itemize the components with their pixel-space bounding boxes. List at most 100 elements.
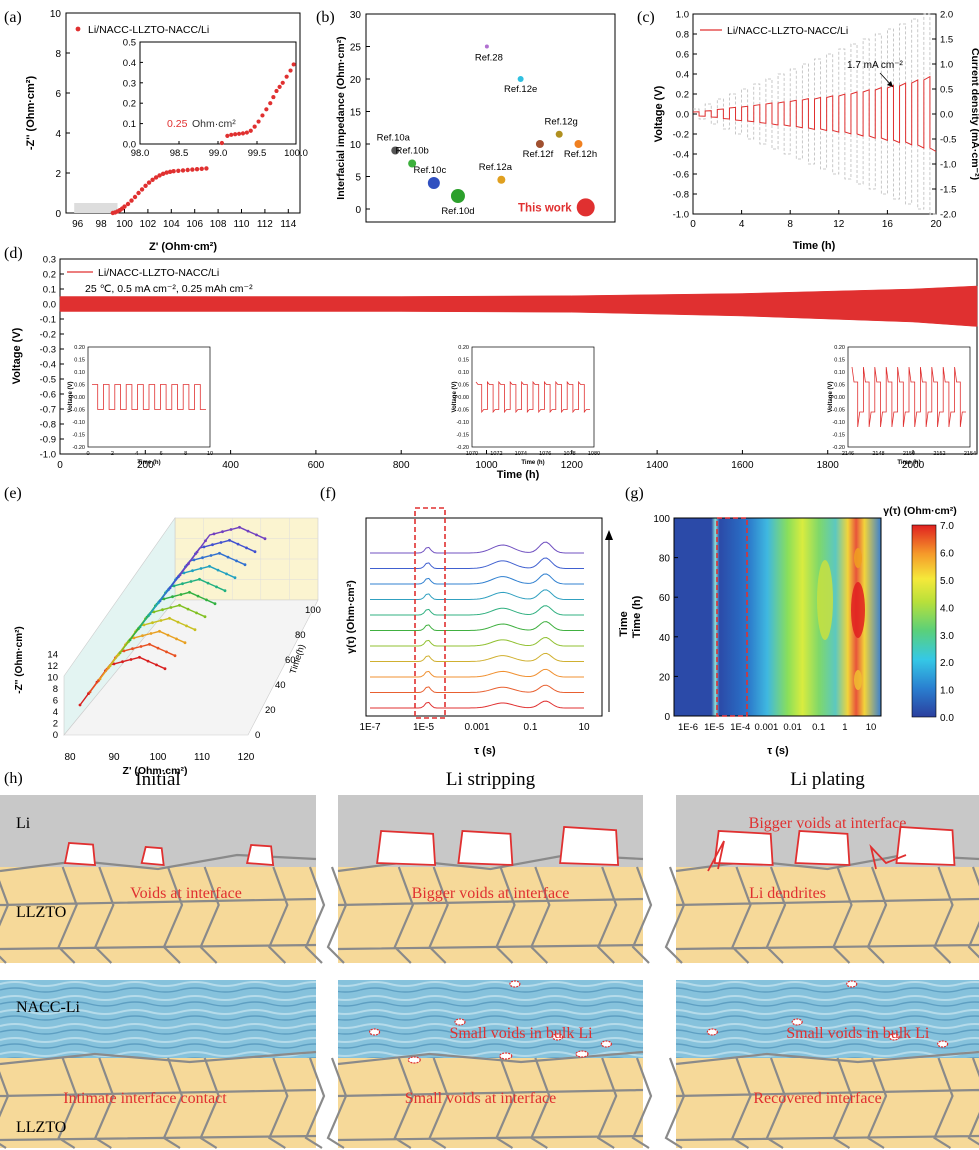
bulk-void bbox=[551, 1033, 564, 1041]
chart-g-ytick: 80 bbox=[659, 554, 671, 565]
chart-d-inset-xtick: 2154 bbox=[964, 451, 976, 457]
chart-a-ytick: 8 bbox=[55, 49, 61, 60]
chart-c-y2tick: 2.0 bbox=[940, 10, 953, 21]
interface-void bbox=[140, 846, 165, 866]
chart-d-ytick: -0.8 bbox=[40, 420, 56, 431]
chart-d-inset-xtick: 1076 bbox=[539, 451, 551, 457]
chart-g-colorbar-tick: 0.0 bbox=[940, 713, 954, 724]
chart-b-point bbox=[535, 140, 544, 148]
chart-a-ytick: 10 bbox=[50, 9, 62, 20]
chart-a-inset-point bbox=[252, 124, 257, 129]
chart-f-series-line bbox=[370, 684, 584, 693]
chart-b-point bbox=[574, 140, 583, 148]
chart-c: 0 4 8 12 16 20 -1.0 -0.8 -0.6 -0.4 -0.2 0.0 0.2 0.4 0.… bbox=[653, 10, 979, 253]
chart-d-inset-ytick: 0.10 bbox=[74, 370, 85, 376]
chart-e-ytick: 10 bbox=[47, 673, 58, 684]
chart-f-series-line bbox=[370, 668, 584, 678]
chart-a-legend: Li/NACC-LLZTO-NACC/Li bbox=[88, 24, 209, 36]
chart-a-point bbox=[185, 167, 190, 173]
chart-b-ytick: 30 bbox=[350, 10, 362, 21]
panel-label-g: (g) bbox=[625, 485, 644, 502]
chart-d-xtick: 1200 bbox=[561, 460, 584, 471]
chart-c-legend: Li/NACC-LLZTO-NACC/Li bbox=[727, 25, 848, 37]
chart-f-xtick: 0.1 bbox=[524, 722, 538, 733]
chart-c-xtick: 0 bbox=[690, 219, 696, 230]
bulk-void bbox=[846, 980, 858, 988]
grain-boundaries bbox=[664, 866, 979, 991]
chart-b-ytick: 5 bbox=[355, 173, 361, 184]
chart-d-inset-xlabel: Time (h) bbox=[521, 460, 544, 466]
chart-a-zoom-region bbox=[74, 203, 118, 213]
chart-c-y2tick: 0.0 bbox=[940, 110, 953, 121]
chart-b-point bbox=[555, 130, 563, 138]
chart-d-xtick: 200 bbox=[137, 460, 154, 471]
chart-g-xtick: 0.01 bbox=[783, 722, 802, 733]
chart-a-xlabel: Z' (Ohm·cm²) bbox=[149, 241, 217, 253]
chart-a-inset-point bbox=[248, 128, 253, 133]
chart-b-point-label: Ref.12h bbox=[564, 149, 597, 160]
chart-c-ytick: 0.2 bbox=[676, 90, 689, 101]
chart-c-xtick: 16 bbox=[882, 219, 894, 230]
chart-g: 1E-6 1E-5 1E-4 0.001 0.01 0.1 1 10020406080100 … bbox=[631, 505, 957, 757]
chart-d-voltage-band bbox=[59, 285, 978, 327]
chart-d-inset-xtick: 2150 bbox=[903, 451, 915, 457]
chart-c-ytick: -0.4 bbox=[673, 150, 689, 161]
chart-b-point bbox=[497, 175, 506, 184]
chart-f-series-line bbox=[370, 621, 584, 631]
chart-d-inset-ytick: 0.00 bbox=[834, 395, 845, 401]
chart-f-xlabel: τ (s) bbox=[474, 745, 496, 757]
interface-line bbox=[0, 1050, 317, 1066]
chart-g-colorbar-label: γ(τ) (Ohm·cm²) bbox=[883, 505, 957, 517]
chart-g-colorbar-tick: 6.0 bbox=[940, 549, 954, 560]
chart-f-ylabel: γ(τ) (Ohm·cm²) bbox=[345, 580, 357, 654]
chart-d-xtick: 1600 bbox=[731, 460, 754, 471]
chart-g-colorbar-tick: 4.0 bbox=[940, 603, 954, 614]
chart-a-point bbox=[164, 170, 169, 175]
chart-a-inset-point bbox=[280, 80, 285, 85]
chart-f-xtick: 1E-5 bbox=[413, 722, 435, 733]
chart-g-colorbar-tick: 7.0 bbox=[940, 521, 954, 532]
chart-g-xtick: 1E-4 bbox=[730, 722, 750, 733]
chart-e-ztick: 60 bbox=[285, 655, 296, 666]
chart-c-ytick: -0.6 bbox=[673, 170, 689, 181]
li-dendrite bbox=[707, 840, 907, 872]
schematic-top-note: Bigger voids at interface bbox=[412, 885, 570, 902]
chart-e-xtick: 80 bbox=[64, 752, 76, 763]
chart-d: 0 200 400 600 800 1000 1200 1400 1600 1800 2000 -1.… bbox=[11, 255, 978, 481]
chart-a-ylabel: -Z'' (Ohm·cm²) bbox=[25, 76, 37, 151]
chart-d-inset-xtick: 1074 bbox=[515, 451, 527, 457]
chart-d-frame bbox=[59, 258, 978, 455]
bulk-void bbox=[937, 1040, 949, 1048]
chart-d-ytick: -0.6 bbox=[40, 390, 56, 401]
chart-d-xtick: 2000 bbox=[902, 460, 925, 471]
chart-c-ytick: 0.6 bbox=[676, 50, 689, 61]
chart-b-point-label: Ref.28 bbox=[475, 53, 503, 64]
chart-b-point-label: Ref.10a bbox=[377, 133, 411, 144]
chart-d-inset-xtick: 4 bbox=[135, 451, 138, 457]
chart-d-inset-ytick: -0.20 bbox=[456, 445, 469, 451]
chart-a-point bbox=[139, 187, 145, 192]
chart-e-ztick: 20 bbox=[265, 705, 276, 716]
chart-a-point bbox=[143, 183, 148, 188]
chart-c-ytick: -0.2 bbox=[673, 130, 689, 141]
chart-b-point bbox=[450, 189, 465, 203]
chart-d-inset-xtick: 2146 bbox=[842, 451, 854, 457]
chart-g-colorbar-tick: 1.0 bbox=[940, 686, 954, 697]
bulk-void bbox=[600, 1040, 613, 1048]
chart-g-colorbar bbox=[911, 524, 937, 718]
chart-d-inset-ytick: -0.15 bbox=[72, 433, 85, 439]
chart-d-inset-ytick: -0.10 bbox=[72, 420, 85, 426]
chart-b-point-label: Ref.12a bbox=[479, 162, 513, 173]
chart-a-inset-point bbox=[229, 132, 234, 137]
chart-a-inset-point bbox=[271, 94, 276, 100]
chart-d-inset-xtick: 6 bbox=[160, 451, 163, 457]
chart-d-inset-ytick: 0.20 bbox=[458, 345, 469, 351]
chart-c-current-line bbox=[693, 13, 936, 215]
chart-a-point bbox=[150, 177, 155, 182]
chart-e-xtick: 120 bbox=[238, 752, 255, 763]
chart-d-ytick: -0.4 bbox=[40, 360, 56, 371]
chart-b-ytick: 20 bbox=[350, 75, 362, 86]
schematic-column-title: Initial bbox=[135, 769, 180, 790]
schematic: Initial Voids at interface Intimate interf… bbox=[0, 769, 979, 1149]
chart-f-frame bbox=[365, 517, 603, 717]
